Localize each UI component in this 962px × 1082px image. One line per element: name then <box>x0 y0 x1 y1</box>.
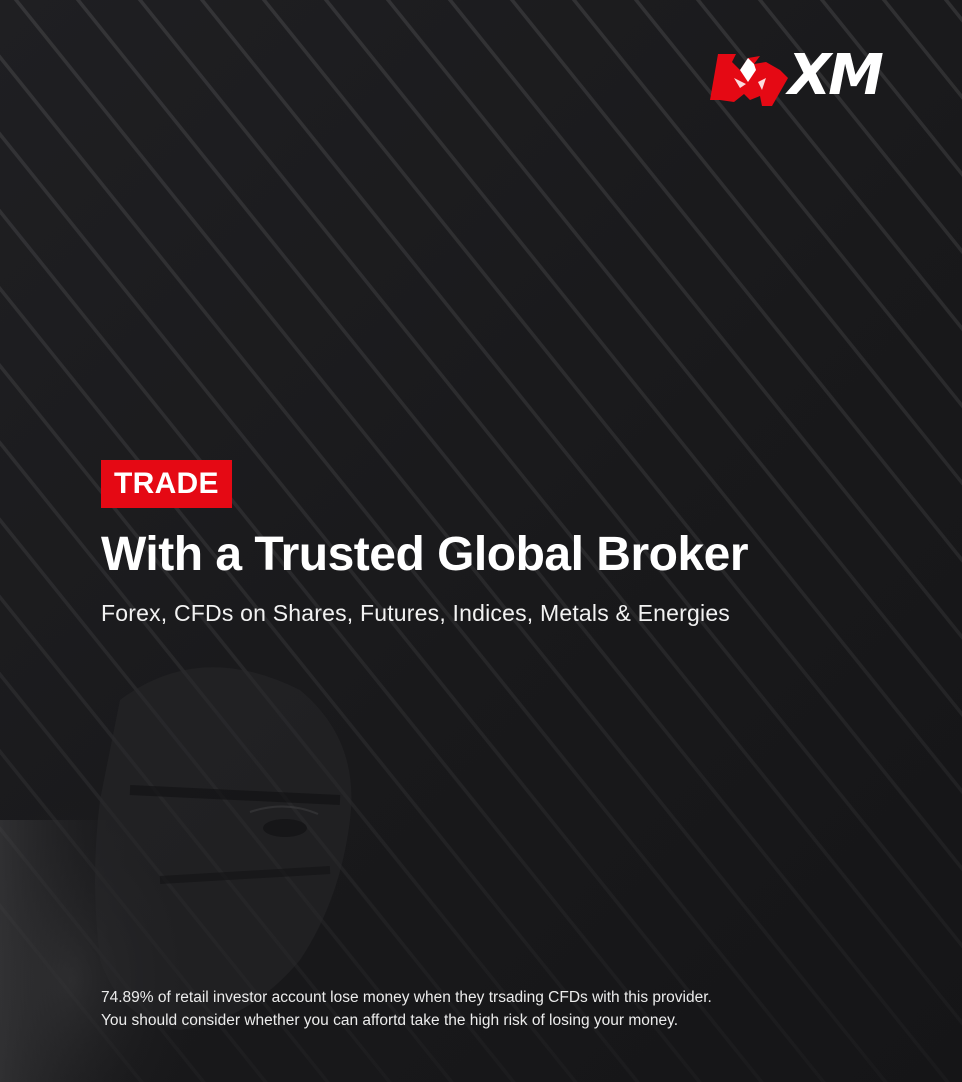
trade-badge: TRADE <box>101 460 232 508</box>
background-stripe <box>261 0 962 872</box>
risk-disclaimer: 74.89% of retail investor account lose m… <box>101 986 921 1032</box>
background-stripe <box>385 0 962 718</box>
background-stripe <box>757 0 962 255</box>
subheadline: Forex, CFDs on Shares, Futures, Indices,… <box>101 600 731 626</box>
background-stripe <box>0 285 640 1082</box>
headline: With a Trusted Global Broker <box>101 528 749 581</box>
background-stripe <box>0 440 516 1082</box>
background-stripe <box>633 0 962 409</box>
background-stripe <box>13 0 888 1082</box>
background-stripe <box>571 0 962 486</box>
hero-content: TRADE With a Trusted Global Broker Forex… <box>101 460 921 628</box>
background-stripe <box>0 208 702 1082</box>
bull-head-icon <box>710 54 788 106</box>
background-stripe <box>509 0 962 563</box>
background-stripe <box>199 0 962 949</box>
background-stripe <box>447 0 962 640</box>
xm-logo[interactable]: XM <box>710 43 914 108</box>
background-stripe <box>323 0 962 795</box>
background-stripe <box>695 0 962 332</box>
background-stripe <box>0 131 764 1082</box>
background-stripe <box>75 0 950 1082</box>
background-stripe <box>0 362 578 1082</box>
background-stripe <box>0 54 826 1082</box>
background-stripe <box>819 0 962 177</box>
disclaimer-line-2: You should consider whether you can affo… <box>101 1012 679 1029</box>
background-stripe <box>137 0 962 1026</box>
logo-wordmark: XM <box>788 43 884 108</box>
disclaimer-line-1: 74.89% of retail investor account lose m… <box>101 989 712 1006</box>
